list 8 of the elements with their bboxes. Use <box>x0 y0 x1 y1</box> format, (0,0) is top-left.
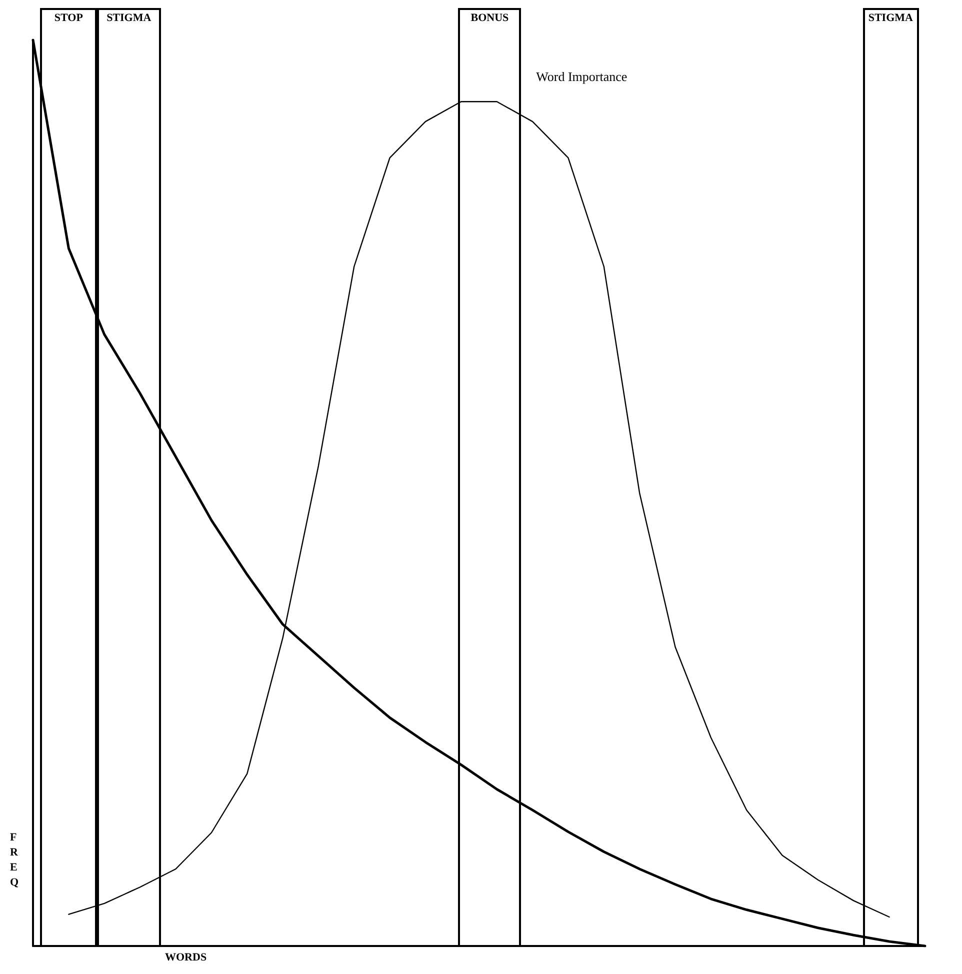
tall-frame: STIGMA <box>862 8 919 946</box>
text: Word Importance <box>536 69 628 84</box>
tall-frame: STIGMA <box>97 8 161 946</box>
x-axis-title: WORDS <box>165 952 207 964</box>
tall-frame: STOP <box>40 8 98 946</box>
text: BONUS <box>470 12 509 24</box>
tall-frame: BONUS <box>458 8 521 946</box>
y-axis-title: FREQ <box>10 832 19 888</box>
